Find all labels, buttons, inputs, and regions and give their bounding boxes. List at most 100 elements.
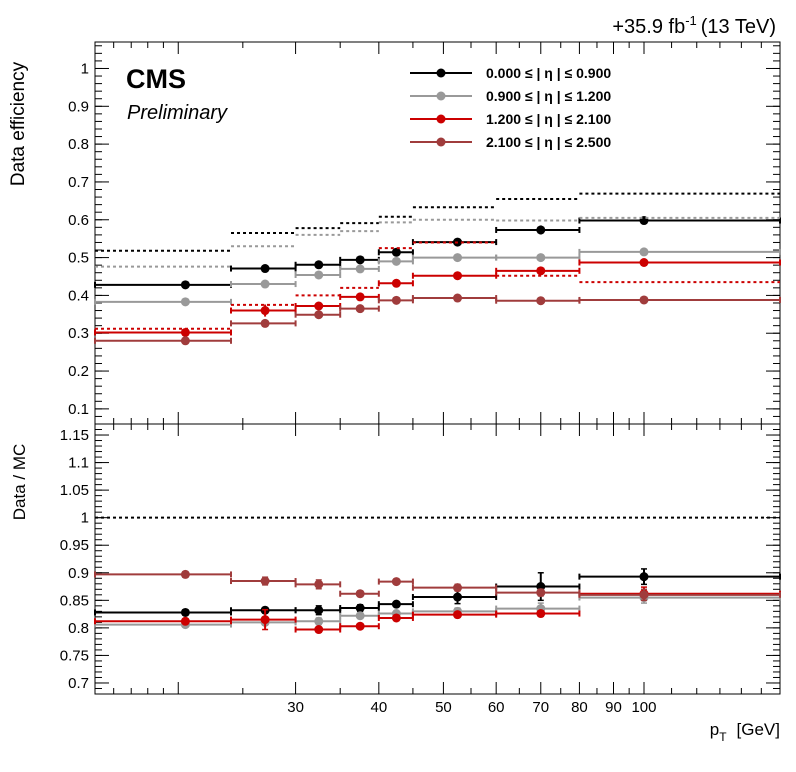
- ratio-point: [180, 607, 190, 617]
- data-efficiency-point: [260, 264, 270, 274]
- ratio-point: [260, 615, 270, 625]
- ratio-point: [639, 590, 649, 600]
- top-y-tick-label: 0.1: [68, 401, 89, 418]
- data-efficiency-point: [314, 270, 324, 280]
- data-efficiency-point: [536, 253, 546, 263]
- top-y-tick-label: 0.7: [68, 174, 89, 191]
- x-tick-label: 90: [605, 699, 622, 716]
- bottom-y-tick-label: 0.7: [68, 675, 89, 692]
- ratio-point: [180, 616, 190, 626]
- data-efficiency-point: [314, 260, 324, 270]
- data-efficiency-point: [391, 247, 401, 257]
- data-efficiency-point: [536, 296, 546, 306]
- x-tick-label: 70: [532, 699, 549, 716]
- top-y-tick-label: 0.9: [68, 98, 89, 115]
- top-y-tick-label: 1: [81, 60, 89, 77]
- data-efficiency-point: [260, 306, 270, 316]
- data-efficiency-point: [180, 297, 190, 307]
- data-efficiency-point: [314, 301, 324, 311]
- top-y-tick-label: 0.6: [68, 212, 89, 229]
- series-1-top: [94, 216, 781, 307]
- ratio-point: [355, 603, 365, 613]
- series-3-top: [94, 293, 781, 346]
- legend-entry: 0.000 ≤ | η | ≤ 0.900: [486, 65, 611, 81]
- data-efficiency-point: [639, 247, 649, 257]
- ratio-point: [260, 576, 270, 586]
- ratio-point: [314, 579, 324, 589]
- data-efficiency-point: [453, 271, 463, 281]
- data-efficiency-point: [180, 336, 190, 346]
- data-efficiency-point: [391, 295, 401, 305]
- ratio-point: [391, 613, 401, 623]
- ratio-point: [314, 605, 324, 615]
- top-panel-frame: [94, 41, 781, 425]
- top-y-tick-label: 0.3: [68, 325, 89, 342]
- ratio-point: [536, 609, 546, 619]
- data-efficiency-point: [391, 256, 401, 266]
- bottom-y-tick-label: 0.75: [60, 647, 89, 664]
- experiment-label: CMS: [126, 64, 186, 94]
- legend-marker: [436, 91, 446, 101]
- top-y-tick-label: 0.2: [68, 363, 89, 380]
- bottom-y-tick-label: 1.05: [60, 482, 89, 499]
- legend-entry: 1.200 ≤ | η | ≤ 2.100: [486, 111, 611, 127]
- ratio-point: [180, 569, 190, 579]
- bottom-y-axis-label: Data / MC: [10, 444, 29, 521]
- x-axis-label: pT [GeV]: [710, 720, 780, 744]
- x-tick-label: 80: [571, 699, 588, 716]
- ratio-point: [391, 599, 401, 609]
- data-efficiency-point: [260, 318, 270, 328]
- data-efficiency-point: [260, 279, 270, 289]
- data-efficiency-point: [639, 295, 649, 305]
- legend-entry: 0.900 ≤ | η | ≤ 1.200: [486, 88, 611, 104]
- legend-marker: [436, 114, 446, 124]
- legend-marker: [436, 68, 446, 78]
- data-efficiency-point: [355, 255, 365, 265]
- ratio-point: [355, 589, 365, 599]
- data-efficiency-point: [355, 304, 365, 314]
- top-y-axis-label: Data efficiency: [8, 61, 29, 186]
- legend-marker: [436, 137, 446, 147]
- ratio-point: [355, 621, 365, 631]
- data-efficiency-point: [355, 292, 365, 302]
- data-efficiency-point: [180, 327, 190, 337]
- ratio-point: [536, 588, 546, 598]
- ratio-point: [355, 611, 365, 621]
- ratio-point: [314, 625, 324, 635]
- x-tick-label: 50: [435, 699, 452, 716]
- series-2-top: [94, 241, 781, 337]
- bottom-y-tick-label: 0.85: [60, 592, 89, 609]
- status-label: Preliminary: [127, 102, 228, 124]
- data-efficiency-point: [536, 225, 546, 235]
- x-tick-label: 30: [287, 699, 304, 716]
- luminosity-label: +35.9 fb-1 (13 TeV): [612, 13, 776, 38]
- ratio-point: [639, 572, 649, 582]
- bottom-y-tick-label: 0.95: [60, 537, 89, 554]
- ratio-point: [453, 610, 463, 620]
- data-efficiency-point: [355, 264, 365, 274]
- x-axis: 30 40 50 60 70 80 90 100: [287, 699, 656, 716]
- data-efficiency-point: [536, 266, 546, 276]
- legend-entry: 2.100 ≤ | η | ≤ 2.500: [486, 134, 611, 150]
- x-tick-label: 60: [488, 699, 505, 716]
- data-efficiency-point: [453, 253, 463, 263]
- data-efficiency-point: [314, 310, 324, 320]
- bottom-panel-frame: [94, 423, 781, 695]
- legend: 0.000 ≤ | η | ≤ 0.900 0.900 ≤ | η | ≤ 1.2…: [410, 65, 611, 150]
- series-3-ratio: [94, 569, 781, 602]
- top-panel: 0.1 0.2 0.3 0.4 0.5 0.6 0.7 0.8 0.9 1: [68, 42, 781, 425]
- data-efficiency-point: [453, 293, 463, 303]
- data-efficiency-point: [180, 280, 190, 290]
- series-0-ratio: [94, 568, 781, 617]
- top-y-tick-label: 0.8: [68, 136, 89, 153]
- x-tick-label: 100: [631, 699, 656, 716]
- ratio-point: [453, 592, 463, 602]
- data-efficiency-point: [639, 258, 649, 268]
- ratio-point: [453, 583, 463, 593]
- bottom-y-tick-label: 0.8: [68, 620, 89, 637]
- top-y-tick-label: 0.4: [68, 287, 89, 304]
- ratio-point: [314, 616, 324, 626]
- top-y-tick-label: 0.5: [68, 250, 89, 267]
- bottom-y-tick-label: 1: [81, 510, 89, 527]
